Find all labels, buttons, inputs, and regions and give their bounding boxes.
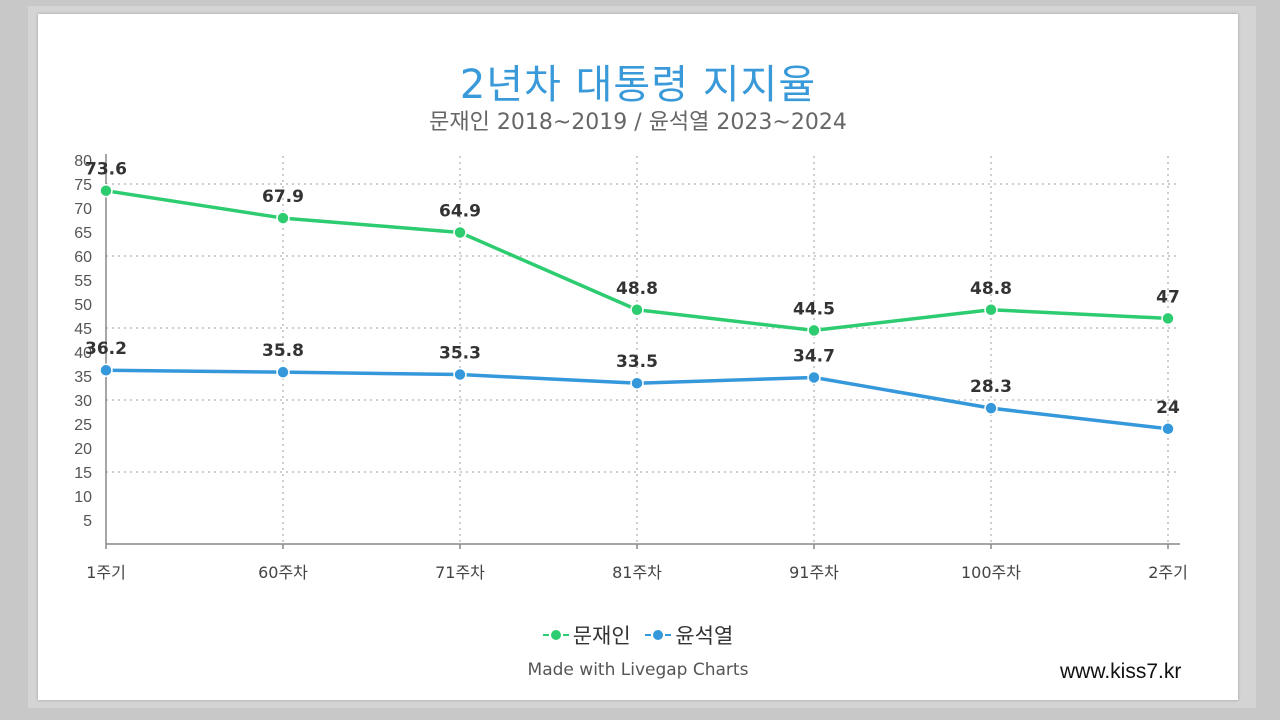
data-point	[984, 401, 998, 415]
x-tick-label: 2주기	[1148, 563, 1188, 582]
x-tick-label: 81주차	[612, 563, 662, 582]
x-tick-label: 91주차	[789, 563, 839, 582]
data-point	[99, 183, 113, 198]
data-label: 44.5	[793, 299, 835, 319]
data-label: 36.2	[85, 339, 127, 359]
y-tick-label: 70	[74, 201, 92, 218]
data-label: 73.6	[85, 160, 127, 180]
legend-label: 문재인	[572, 624, 631, 648]
legend-item-moon[interactable]: 문재인	[542, 620, 631, 650]
y-tick-label: 25	[74, 417, 92, 434]
data-label: 67.9	[262, 187, 304, 207]
data-point	[630, 303, 644, 317]
data-label: 48.8	[616, 279, 658, 299]
chart-title: 2년차 대통령 지지율	[459, 62, 817, 108]
data-point	[984, 303, 998, 317]
y-tick-label: 20	[74, 441, 92, 458]
data-label: 28.3	[970, 377, 1012, 397]
legend-label: 윤석열	[675, 624, 734, 648]
legend-marker-icon	[645, 629, 672, 641]
data-point	[99, 363, 113, 377]
y-tick-label: 75	[74, 177, 92, 194]
y-tick-label: 5	[83, 513, 92, 530]
y-tick-label: 35	[74, 369, 92, 386]
data-point	[453, 367, 467, 382]
data-label: 35.8	[262, 341, 304, 361]
y-tick-label: 65	[74, 225, 92, 242]
y-tick-label: 15	[74, 465, 92, 482]
data-label: 34.7	[793, 346, 835, 366]
data-label: 33.5	[616, 352, 658, 372]
data-label: 64.9	[439, 201, 481, 221]
data-point	[807, 323, 821, 338]
chart-credit: Made with Livegap Charts	[527, 660, 749, 680]
data-label: 35.3	[439, 344, 481, 364]
y-tick-label: 45	[74, 321, 92, 338]
legend-item-yoon[interactable]: 윤석열	[645, 620, 733, 650]
y-tick-label: 55	[74, 273, 92, 290]
line-chart: 5 10 15 20 25 30 35 40 45 50 55 60 65 70 75 80 1주기 60주차 71…	[74, 153, 1188, 582]
data-label: 48.8	[970, 279, 1012, 299]
y-tick-label: 60	[74, 249, 92, 266]
y-tick-label: 10	[74, 489, 92, 506]
y-tick-label: 30	[74, 393, 92, 410]
watermark: www.kiss7.kr	[1060, 660, 1182, 683]
data-point	[276, 365, 290, 379]
data-label: 24	[1156, 398, 1180, 418]
y-tick-label: 50	[74, 297, 92, 314]
x-tick-label: 1주기	[86, 563, 126, 582]
data-point	[1161, 422, 1175, 436]
chart-legend: 문재인 윤석열	[38, 620, 1238, 650]
data-label: 47	[1156, 287, 1180, 307]
x-tick-label: 60주차	[258, 563, 308, 582]
data-point	[1161, 311, 1175, 326]
data-point	[276, 211, 290, 225]
chart-card: 2년차 대통령 지지율 문재인 2018~2019 / 윤석열 2023~202…	[38, 14, 1238, 700]
data-point	[807, 370, 821, 385]
legend-marker-icon	[542, 629, 569, 641]
data-point	[453, 225, 467, 240]
y-tick-label: 80	[74, 153, 92, 170]
chart-subtitle: 문재인 2018~2019 / 윤석열 2023~2024	[429, 110, 847, 135]
data-point	[630, 376, 644, 390]
x-tick-label: 71주차	[435, 563, 485, 582]
x-tick-label: 100주차	[961, 563, 1021, 582]
y-tick-label: 40	[74, 345, 92, 362]
